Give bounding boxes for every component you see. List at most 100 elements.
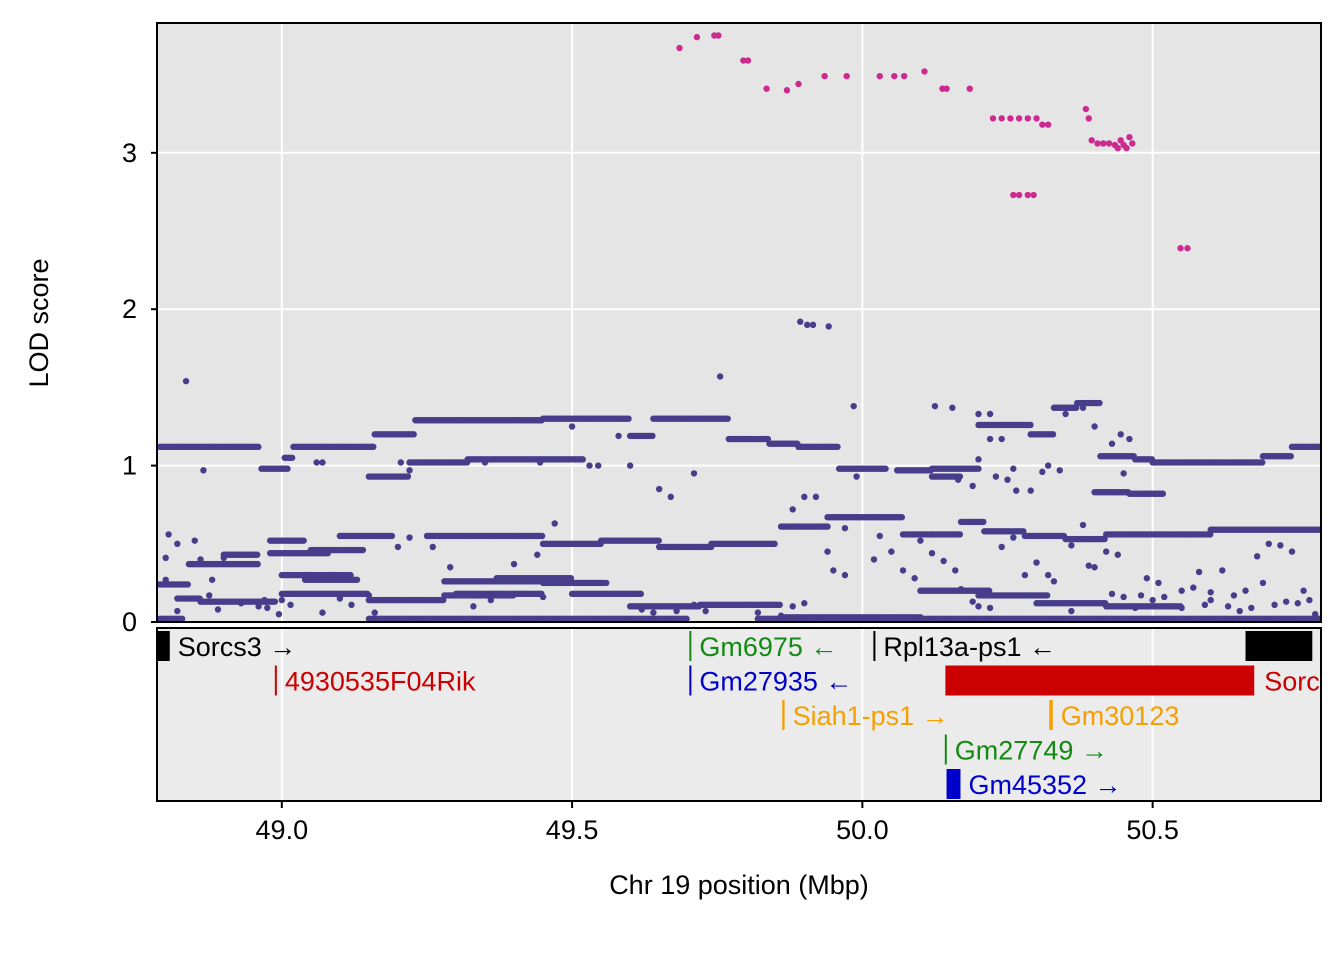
snp-point [509, 592, 517, 599]
snp-point [1027, 421, 1034, 429]
y-tick-label: 2 [122, 294, 137, 324]
gene-feature [946, 769, 961, 799]
snp-point [797, 318, 804, 325]
snp-point [1108, 590, 1116, 598]
snp-point [1155, 579, 1162, 587]
snp-point [254, 560, 261, 568]
snp-point [655, 537, 662, 544]
snp-point [406, 467, 413, 474]
snp-point [900, 72, 908, 80]
snp-point [1015, 191, 1023, 199]
snp-point [801, 600, 808, 607]
snp-point [715, 32, 722, 39]
snp-point [1265, 540, 1272, 547]
snp-point [649, 432, 656, 440]
snp-point [834, 443, 841, 451]
snp-point [1079, 521, 1087, 529]
snp-point [626, 462, 634, 469]
lod-panel-border [156, 22, 1322, 623]
snp-point [1068, 542, 1075, 549]
snp-point [980, 518, 987, 526]
snp-point [724, 415, 731, 422]
snp-point [1178, 587, 1185, 594]
snp-point [184, 581, 191, 588]
snp-point [975, 465, 982, 472]
snp-point [1091, 423, 1098, 430]
snp-point [1039, 121, 1046, 128]
gene-feature [689, 631, 692, 661]
snp-point [1248, 604, 1255, 612]
snp-point [667, 493, 674, 501]
x-axis-label: Chr 19 position (Mbp) [609, 870, 869, 900]
snp-point [220, 554, 227, 562]
y-tick-label: 1 [122, 451, 137, 481]
snp-point [179, 615, 186, 622]
snp-point [841, 524, 849, 532]
snp-point [1294, 600, 1301, 607]
gene-label: Gm30123 [1061, 701, 1180, 731]
snp-point [1010, 534, 1017, 541]
gene-grid [280, 628, 1154, 801]
snp-point [1027, 487, 1034, 494]
lod-points [157, 32, 1321, 622]
gene-label: Gm27749 → [955, 736, 1108, 766]
snp-point [319, 609, 326, 616]
snp-point [931, 402, 939, 410]
snp-point [359, 546, 367, 554]
snp-point [830, 567, 837, 574]
snp-point [404, 473, 412, 480]
gene-feature [1245, 631, 1313, 661]
snp-point [882, 465, 889, 472]
snp-point [1132, 604, 1139, 612]
lod-grid [157, 23, 1321, 623]
snp-point [1190, 584, 1197, 591]
snp-point [783, 87, 791, 94]
snp-point [744, 57, 752, 64]
y-tick-label: 0 [122, 607, 137, 637]
snp-point [579, 456, 586, 463]
snp-point [278, 596, 286, 604]
snp-point [943, 85, 950, 92]
gene-feature [944, 734, 947, 765]
snp-point [534, 551, 541, 558]
snp-point [986, 604, 994, 612]
snp-point [989, 115, 997, 122]
snp-point [1007, 115, 1014, 122]
snp-point [702, 607, 709, 615]
snp-point [441, 459, 448, 466]
snp-point [206, 592, 213, 599]
snp-point [1062, 410, 1069, 418]
snp-point [957, 585, 965, 593]
snp-point [825, 323, 832, 330]
snp-point [986, 410, 994, 418]
snp-point [353, 576, 361, 583]
gene-feature [1049, 700, 1053, 730]
snp-point [162, 554, 169, 562]
snp-point [595, 462, 602, 469]
snp-point [843, 72, 850, 80]
snp-point [637, 590, 645, 598]
snp-point [1114, 144, 1122, 152]
snp-point [429, 543, 436, 551]
snp-point [271, 598, 279, 605]
snp-point [809, 321, 817, 329]
snp-point [197, 556, 204, 563]
snp-point [716, 373, 724, 380]
snp-point [740, 57, 747, 64]
snp-point [1050, 578, 1058, 585]
snp-point [1271, 601, 1278, 608]
snp-point [876, 72, 883, 80]
gene-label: Rpl13a-ps1 ← [883, 632, 1056, 662]
snp-point [1253, 553, 1261, 560]
snp-point [214, 606, 222, 613]
gene-feature [157, 631, 170, 661]
snp-point [1030, 191, 1037, 199]
snp-point [812, 493, 820, 501]
snp-point [371, 609, 378, 616]
snp-point [191, 537, 198, 544]
gene-feature [873, 631, 876, 661]
snp-point [975, 603, 982, 610]
snp-point [319, 459, 326, 466]
snp-point [1124, 488, 1132, 496]
snp-point [853, 473, 860, 480]
